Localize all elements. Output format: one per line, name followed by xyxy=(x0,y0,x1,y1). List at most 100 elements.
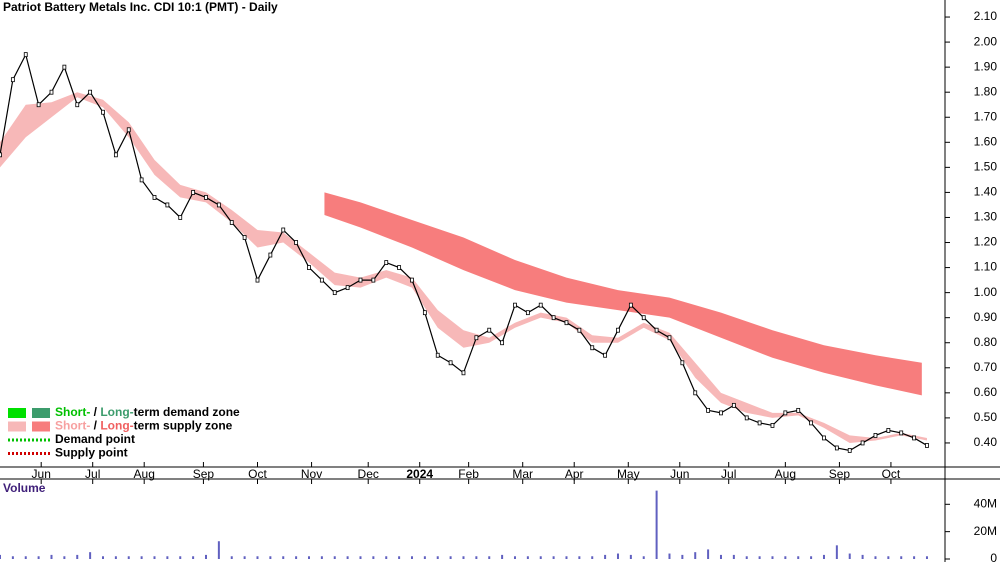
price-bar xyxy=(719,410,723,416)
volume-bar xyxy=(784,556,787,559)
volume-bar xyxy=(642,556,645,559)
volume-bar xyxy=(900,556,903,559)
price-bar xyxy=(281,227,286,233)
volume-bar xyxy=(192,556,195,559)
volume-bar xyxy=(591,556,594,559)
volume-bar xyxy=(166,556,169,559)
volume-bar xyxy=(475,556,478,559)
price-bar xyxy=(680,360,685,366)
volume-bar xyxy=(217,541,220,559)
price-bar xyxy=(693,390,698,396)
y-tick-label: 1.50 xyxy=(974,160,998,174)
volume-bar xyxy=(488,556,491,559)
volume-bar xyxy=(835,545,838,559)
x-tick-label: Oct xyxy=(882,467,901,481)
volume-bar xyxy=(76,554,79,559)
legend-part: Long- xyxy=(100,405,133,419)
price-bar xyxy=(88,89,93,95)
volume-bar xyxy=(89,552,92,559)
x-tick-label: Nov xyxy=(301,467,322,481)
volume-bar xyxy=(822,554,825,559)
volume-bar xyxy=(501,554,504,559)
price-bar xyxy=(422,310,427,316)
volume-bar xyxy=(114,556,117,559)
volume-bar xyxy=(655,490,658,559)
y-tick-label: 20M xyxy=(974,524,997,538)
volume-bar xyxy=(861,554,864,559)
volume-bar xyxy=(887,556,890,559)
volume-bar xyxy=(668,553,671,559)
volume-bar xyxy=(771,556,774,559)
y-tick-label: 1.90 xyxy=(974,59,998,73)
price-bar xyxy=(731,402,736,408)
price-bar xyxy=(641,315,646,321)
volume-bar xyxy=(410,556,413,559)
x-tick-label: Jul xyxy=(85,467,100,481)
volume-bar xyxy=(295,556,298,559)
price-bar xyxy=(448,360,453,366)
price-bar xyxy=(204,195,208,200)
price-bar xyxy=(10,77,15,83)
price-bar xyxy=(770,423,775,428)
price-bar xyxy=(603,352,608,358)
y-tick-label: 40M xyxy=(974,496,997,510)
legend-part: Demand point xyxy=(55,432,135,446)
price-bar xyxy=(757,420,762,426)
price-bar xyxy=(525,310,530,316)
volume-bar xyxy=(63,556,66,559)
y-tick-label: 0.70 xyxy=(974,360,998,374)
price-bar xyxy=(899,430,904,436)
price-bar xyxy=(809,420,814,426)
price-bar xyxy=(75,102,80,108)
volume-bar xyxy=(694,552,697,559)
legend-part: Short- xyxy=(55,405,90,419)
price-bar xyxy=(925,443,929,448)
price-bar xyxy=(62,64,67,70)
price-bar xyxy=(242,235,247,240)
y-tick-label: 1.20 xyxy=(974,235,998,249)
legend-label: Short- / Long-term supply zone xyxy=(55,419,233,433)
volume-bar xyxy=(0,554,1,559)
price-bar xyxy=(294,240,299,245)
x-tick-label: Jun xyxy=(32,467,51,481)
volume-bar xyxy=(359,556,362,559)
price-bar xyxy=(345,285,350,291)
y-tick-label: 2.10 xyxy=(974,9,998,23)
price-bar xyxy=(706,407,711,413)
price-bar xyxy=(564,320,569,326)
y-tick-label: 0.90 xyxy=(974,310,998,324)
volume-bar xyxy=(346,556,349,559)
volume-bar xyxy=(681,554,684,559)
price-bar xyxy=(165,202,170,208)
volume-bar xyxy=(526,556,529,559)
price-bar xyxy=(822,435,826,441)
y-tick-label: 1.40 xyxy=(974,185,998,199)
price-bar xyxy=(873,433,878,438)
price-bar xyxy=(461,370,466,376)
volume-bar xyxy=(513,556,516,559)
volume-bar xyxy=(127,556,130,559)
price-bar xyxy=(886,428,891,433)
legend-label: Supply point xyxy=(55,446,128,460)
price-bar xyxy=(628,302,633,308)
legend-swatch xyxy=(32,421,50,432)
volume-bar xyxy=(37,556,40,559)
price-bar xyxy=(36,102,41,108)
volume-bar xyxy=(372,556,375,559)
price-bar xyxy=(319,277,324,283)
y-tick-label: 0.60 xyxy=(974,385,998,399)
volume-bar xyxy=(810,556,813,559)
x-tick-label: Sep xyxy=(193,467,215,481)
legend-swatch xyxy=(32,408,50,418)
y-tick-label: 1.80 xyxy=(974,84,998,98)
volume-bar xyxy=(204,554,207,559)
price-bar xyxy=(358,277,363,283)
price-bar xyxy=(255,277,260,283)
x-tick-label: Feb xyxy=(458,467,479,481)
volume-bar xyxy=(719,554,722,559)
price-bar xyxy=(590,345,595,351)
volume-bar xyxy=(707,549,710,559)
volume-bar xyxy=(423,556,426,559)
price-bar xyxy=(834,445,839,451)
